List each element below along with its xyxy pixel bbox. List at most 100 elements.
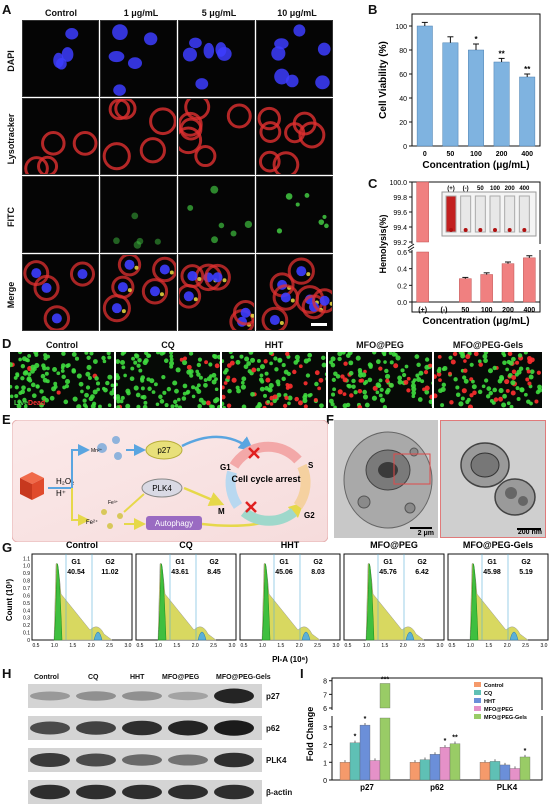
live-cell-mark <box>264 371 269 376</box>
row-label-dapi: DAPI <box>6 50 16 72</box>
nucleus-mark <box>274 68 290 85</box>
live-cell-mark <box>414 354 420 360</box>
xtick-label: 2.0 <box>504 643 511 649</box>
live-cell-mark <box>44 371 49 376</box>
live-cell-mark <box>517 353 523 358</box>
dead-cell-mark <box>342 392 347 397</box>
dead-cell-mark <box>265 377 271 383</box>
live-dead-image-2 <box>222 352 326 408</box>
xtick-label: 3.0 <box>541 643 548 649</box>
live-cell-mark <box>276 392 282 398</box>
live-cell-mark <box>39 389 44 394</box>
live-cell-mark <box>214 397 220 403</box>
live-cell-mark <box>191 394 196 399</box>
live-cell-mark <box>348 370 354 376</box>
live-dead-cells <box>328 352 432 408</box>
dead-cell-mark <box>515 360 520 365</box>
live-cell-mark <box>136 404 141 408</box>
live-cell-mark <box>56 371 61 376</box>
tem-cell-texture <box>334 420 438 538</box>
dead-cell-mark <box>357 405 363 408</box>
col-label-10: 10 μg/mL <box>277 8 317 18</box>
blot-band <box>30 691 70 701</box>
live-cell-mark <box>222 359 225 364</box>
xtick-label: 2.0 <box>192 643 199 649</box>
live-cell-mark <box>155 402 160 407</box>
fitc-mark <box>230 230 237 237</box>
lysosome-mark <box>41 131 66 156</box>
live-cell-mark <box>502 360 507 366</box>
inset-pellet <box>478 228 483 232</box>
live-cell-mark <box>63 399 69 405</box>
live-cell-mark <box>222 401 225 407</box>
live-cell-mark <box>250 357 256 363</box>
live-cell-mark <box>209 404 213 408</box>
live-dead-cells <box>434 352 542 408</box>
live-cell-mark <box>269 361 273 366</box>
live-cell-mark <box>174 404 179 408</box>
live-cell-mark <box>131 356 136 361</box>
g1-label: G1 <box>383 559 392 566</box>
viability-bar <box>468 49 484 147</box>
live-cell-mark <box>219 360 220 365</box>
live-cell-mark <box>258 377 264 382</box>
col-label-control: Control <box>45 8 77 18</box>
fold-change-bar <box>409 762 421 781</box>
ytick-label: 0 <box>403 144 407 151</box>
group-label-control: Control <box>46 340 78 350</box>
merge-lyso-mark <box>102 294 131 323</box>
row-label-merge: Merge <box>6 281 16 309</box>
fitc-mark <box>322 214 327 219</box>
nucleus-mark <box>108 50 125 63</box>
live-cell-mark <box>397 379 403 385</box>
live-cell-mark <box>268 383 274 389</box>
live-cell-mark <box>367 377 373 383</box>
tem-image-zoom: 200 nm <box>440 420 546 538</box>
histogram-g2-peak <box>301 631 311 641</box>
live-cell-mark <box>24 357 29 362</box>
fitc-mark <box>218 222 225 229</box>
ytick-label: 0.1 <box>23 631 30 637</box>
fold-change-bar <box>479 762 491 781</box>
dead-cell-mark <box>436 371 442 377</box>
live-cell-mark <box>319 403 324 408</box>
live-cell-mark <box>116 382 119 387</box>
nucleus-mark <box>203 42 215 59</box>
fold-change-bar <box>369 760 381 781</box>
live-cell-mark <box>462 375 467 380</box>
autophagy-node <box>146 516 202 530</box>
live-cell-mark <box>244 356 250 362</box>
g1-value: 43.61 <box>171 569 189 576</box>
col-label-5: 5 μg/mL <box>201 8 237 18</box>
live-cell-mark <box>378 393 383 398</box>
live-cell-mark <box>194 386 200 391</box>
xtick-label: 2.0 <box>400 643 407 649</box>
live-cell-mark <box>147 386 152 391</box>
live-cell-mark <box>309 392 313 397</box>
live-cell-mark <box>428 399 432 405</box>
dead-cell-mark <box>56 390 61 395</box>
dead-cell-mark <box>406 388 411 393</box>
dead-cell-mark <box>536 370 541 375</box>
fold-change-bar <box>419 759 431 781</box>
col-label-1: 1 μg/mL <box>123 8 159 18</box>
micrograph-merge-1 <box>100 254 177 331</box>
dead-cell-mark <box>292 369 297 375</box>
ytick-label: 0.9 <box>23 571 30 577</box>
live-cell-mark <box>43 356 48 361</box>
merge-colocal-mark <box>193 297 198 302</box>
ytick-label: 0.6 <box>397 250 407 257</box>
live-cell-mark <box>235 385 240 390</box>
xtick-label: 2.5 <box>522 643 529 649</box>
live-cell-mark <box>66 363 71 368</box>
live-cell-mark <box>94 376 99 381</box>
dead-cell-mark <box>222 385 225 390</box>
hemolysis-bar-lower <box>416 251 429 303</box>
live-cell-mark <box>45 379 50 384</box>
xtick-label: 100 <box>481 307 493 314</box>
live-cell-mark <box>379 387 384 392</box>
g2-value: 5.19 <box>519 569 533 576</box>
live-cell-mark <box>481 384 486 389</box>
nucleus-mark <box>112 24 128 41</box>
p27-to-cycle-arrow <box>181 435 254 452</box>
